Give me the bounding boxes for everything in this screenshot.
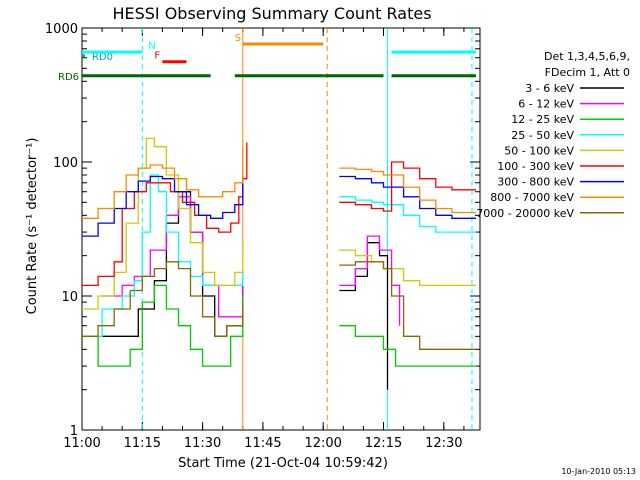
y-axis-label: Count Rate (s⁻¹ detector⁻¹) bbox=[25, 138, 40, 315]
x-tick-label: 11:30 bbox=[184, 436, 221, 451]
legend-label: 50 - 100 keV bbox=[504, 144, 574, 157]
x-tick-label: 12:15 bbox=[365, 436, 402, 451]
x-tick-label: 11:00 bbox=[63, 436, 100, 451]
flag-label-f: F bbox=[154, 51, 160, 62]
series-line-0 bbox=[102, 191, 389, 390]
series-line-2 bbox=[82, 284, 476, 367]
series-line-6 bbox=[82, 175, 476, 237]
footer-timestamp: 10-Jan-2010 05:13 bbox=[561, 467, 636, 476]
flag-label-rd0: RD0 bbox=[92, 52, 113, 63]
chart-title: HESSI Observing Summary Count Rates bbox=[112, 4, 431, 23]
legend-label: 7000 - 20000 keV bbox=[476, 207, 574, 220]
y-tick-label: 10 bbox=[61, 290, 78, 305]
x-tick-label: 12:30 bbox=[425, 436, 462, 451]
chart-layers: 1 10 100 1000 11:00 11:15 11:30 11:45 12:00 12:15… bbox=[45, 22, 624, 451]
series-line-8 bbox=[82, 261, 476, 350]
y-tick-label: 1000 bbox=[45, 22, 78, 37]
flag-label-n: N bbox=[148, 41, 155, 52]
series-line-4 bbox=[82, 137, 476, 310]
y-tick-label: 1 bbox=[70, 424, 78, 439]
legend-label: 25 - 50 keV bbox=[511, 129, 574, 142]
plot-frame bbox=[81, 27, 481, 431]
y-tick-label: 100 bbox=[53, 156, 78, 171]
series-line-7 bbox=[82, 146, 476, 219]
x-tick-label: 11:15 bbox=[124, 436, 161, 451]
legend-label: 100 - 300 keV bbox=[497, 160, 574, 173]
series-line-5 bbox=[82, 142, 476, 287]
flag-label-s: S bbox=[235, 33, 241, 44]
legend-label: 12 - 25 keV bbox=[511, 113, 574, 126]
series-line-3 bbox=[82, 174, 476, 337]
x-axis-label: Start Time (21-Oct-04 10:59:42) bbox=[178, 456, 388, 471]
legend-header-line-2: FDecim 1, Att 0 bbox=[545, 66, 630, 79]
legend-label: 300 - 800 keV bbox=[497, 176, 574, 189]
flag-label-rd6: RD6 bbox=[58, 72, 79, 83]
legend-label: 3 - 6 keV bbox=[525, 82, 574, 95]
legend-label: 6 - 12 keV bbox=[518, 98, 574, 111]
x-tick-label: 11:45 bbox=[244, 436, 281, 451]
legend-header-line-1: Det 1,3,4,5,6,9, bbox=[544, 50, 630, 63]
x-tick-label: 12:00 bbox=[304, 436, 341, 451]
legend-label: 800 - 7000 keV bbox=[490, 191, 574, 204]
